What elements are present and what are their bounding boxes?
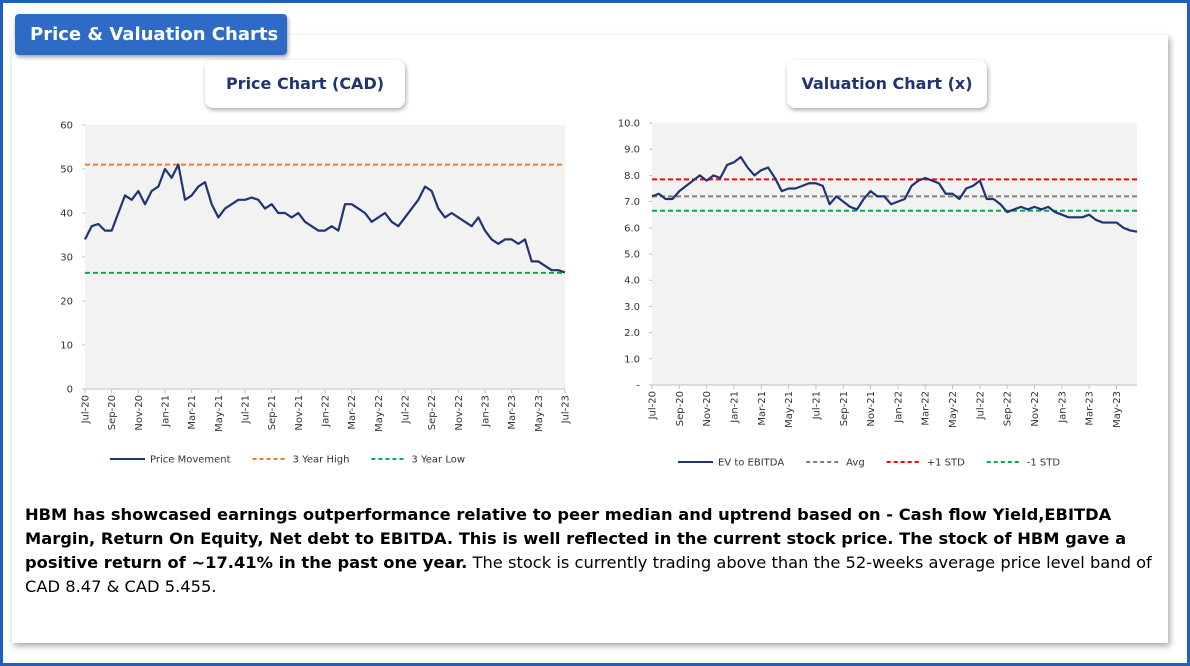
x-tick-label: Jan-22 xyxy=(893,391,904,424)
x-tick-label: May-23 xyxy=(534,395,545,432)
legend-label: +1 STD xyxy=(927,458,965,469)
x-tick-label: Jul-22 xyxy=(975,391,986,420)
x-tick-label: May-22 xyxy=(948,391,959,428)
legend-label: Avg xyxy=(846,458,865,469)
x-tick-label: Jan-22 xyxy=(321,395,332,428)
legend-label: -1 STD xyxy=(1027,458,1061,469)
x-tick-label: Nov-22 xyxy=(1030,391,1041,427)
x-tick-label: Sep-21 xyxy=(839,391,850,426)
plot-area xyxy=(652,123,1137,385)
y-tick-label: 7.0 xyxy=(624,197,640,208)
x-tick-label: Jul-21 xyxy=(811,391,822,420)
data-line xyxy=(651,155,1138,233)
x-tick-label: Jan-23 xyxy=(1057,391,1068,424)
x-tick-label: Jan-21 xyxy=(729,391,740,424)
commentary-normal: The stock is currently trading above tha… xyxy=(25,553,1152,596)
y-tick-label: 1.0 xyxy=(624,354,640,365)
x-tick-label: Jul-23 xyxy=(561,395,572,424)
x-tick-label: Mar-22 xyxy=(347,395,358,430)
y-tick-label: 60 xyxy=(60,121,73,132)
x-tick-label: Nov-21 xyxy=(866,391,877,427)
x-tick-label: Jul-20 xyxy=(81,395,92,424)
x-tick-label: Mar-21 xyxy=(187,395,198,430)
y-tick-label: 3.0 xyxy=(624,302,640,313)
x-tick-label: Mar-22 xyxy=(921,391,932,426)
x-tick-label: Mar-23 xyxy=(1085,391,1096,426)
x-tick-label: Mar-21 xyxy=(757,391,768,426)
y-tick-label: 9.0 xyxy=(624,145,640,156)
y-tick-label: 50 xyxy=(60,165,73,176)
panel-title: Price & Valuation Charts xyxy=(15,14,287,55)
chart-title: Price Chart (CAD) xyxy=(205,60,405,108)
legend-label: 3 Year High xyxy=(293,455,350,466)
charts: 0 10 20 30 40 50 60 Jul-20 Sep-20 Nov-20 Jan-21 Mar… xyxy=(60,119,1138,469)
y-tick-label: 0 xyxy=(67,385,73,396)
y-tick-label: 6.0 xyxy=(624,223,640,234)
x-tick-label: Sep-21 xyxy=(267,395,278,430)
x-tick-label: Jan-23 xyxy=(481,395,492,428)
x-tick-label: Mar-23 xyxy=(507,395,518,430)
legend-label: 3 Year Low xyxy=(411,455,465,466)
y-tick-label: 2.0 xyxy=(624,328,640,339)
data-line xyxy=(84,163,566,274)
x-tick-label: Jul-21 xyxy=(241,395,252,424)
y-tick-label: 8.0 xyxy=(624,171,640,182)
x-tick-label: May-22 xyxy=(374,395,385,432)
x-tick-label: Nov-22 xyxy=(454,395,465,431)
y-tick-label: 20 xyxy=(60,297,73,308)
y-tick-label: 40 xyxy=(60,209,73,220)
y-tick-label: 10.0 xyxy=(618,119,640,130)
commentary: HBM has showcased earnings outperformanc… xyxy=(25,503,1165,599)
x-tick-label: Nov-20 xyxy=(702,391,713,427)
legend-label: Price Movement xyxy=(150,455,231,466)
x-tick-label: Jan-21 xyxy=(161,395,172,428)
x-tick-label: May-23 xyxy=(1112,391,1123,428)
x-tick-label: Sep-22 xyxy=(1003,391,1014,426)
y-tick-label: 10 xyxy=(60,341,73,352)
y-tick-label: 5.0 xyxy=(624,250,640,261)
y-tick-label: 30 xyxy=(60,253,73,264)
x-tick-label: May-21 xyxy=(214,395,225,432)
commentary-bold: HBM has showcased earnings outperformanc… xyxy=(25,505,1127,572)
x-tick-label: Sep-22 xyxy=(427,395,438,430)
y-tick-label: 4.0 xyxy=(624,276,640,287)
x-tick-label: May-21 xyxy=(784,391,795,428)
x-tick-label: Jul-20 xyxy=(648,391,659,420)
x-tick-label: Nov-21 xyxy=(294,395,305,431)
x-tick-label: Sep-20 xyxy=(675,391,686,426)
x-tick-label: Jul-22 xyxy=(401,395,412,424)
y-tick-label: - xyxy=(636,381,640,392)
x-tick-label: Sep-20 xyxy=(107,395,118,430)
legend-label: EV to EBITDA xyxy=(718,458,784,469)
chart-title: Valuation Chart (x) xyxy=(787,60,987,108)
x-tick-label: Nov-20 xyxy=(134,395,145,431)
